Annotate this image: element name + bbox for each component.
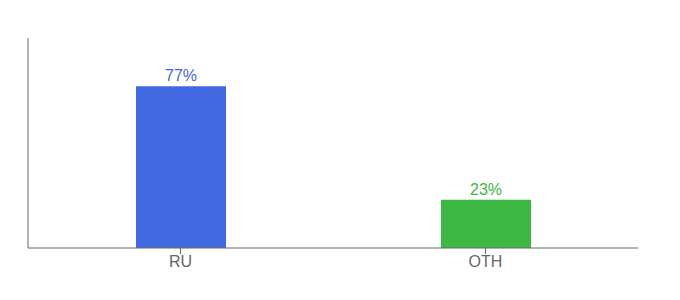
svg-text:OTH: OTH bbox=[469, 253, 503, 270]
svg-text:77%: 77% bbox=[165, 67, 197, 84]
svg-text:23%: 23% bbox=[470, 181, 502, 198]
svg-text:RU: RU bbox=[169, 253, 192, 270]
